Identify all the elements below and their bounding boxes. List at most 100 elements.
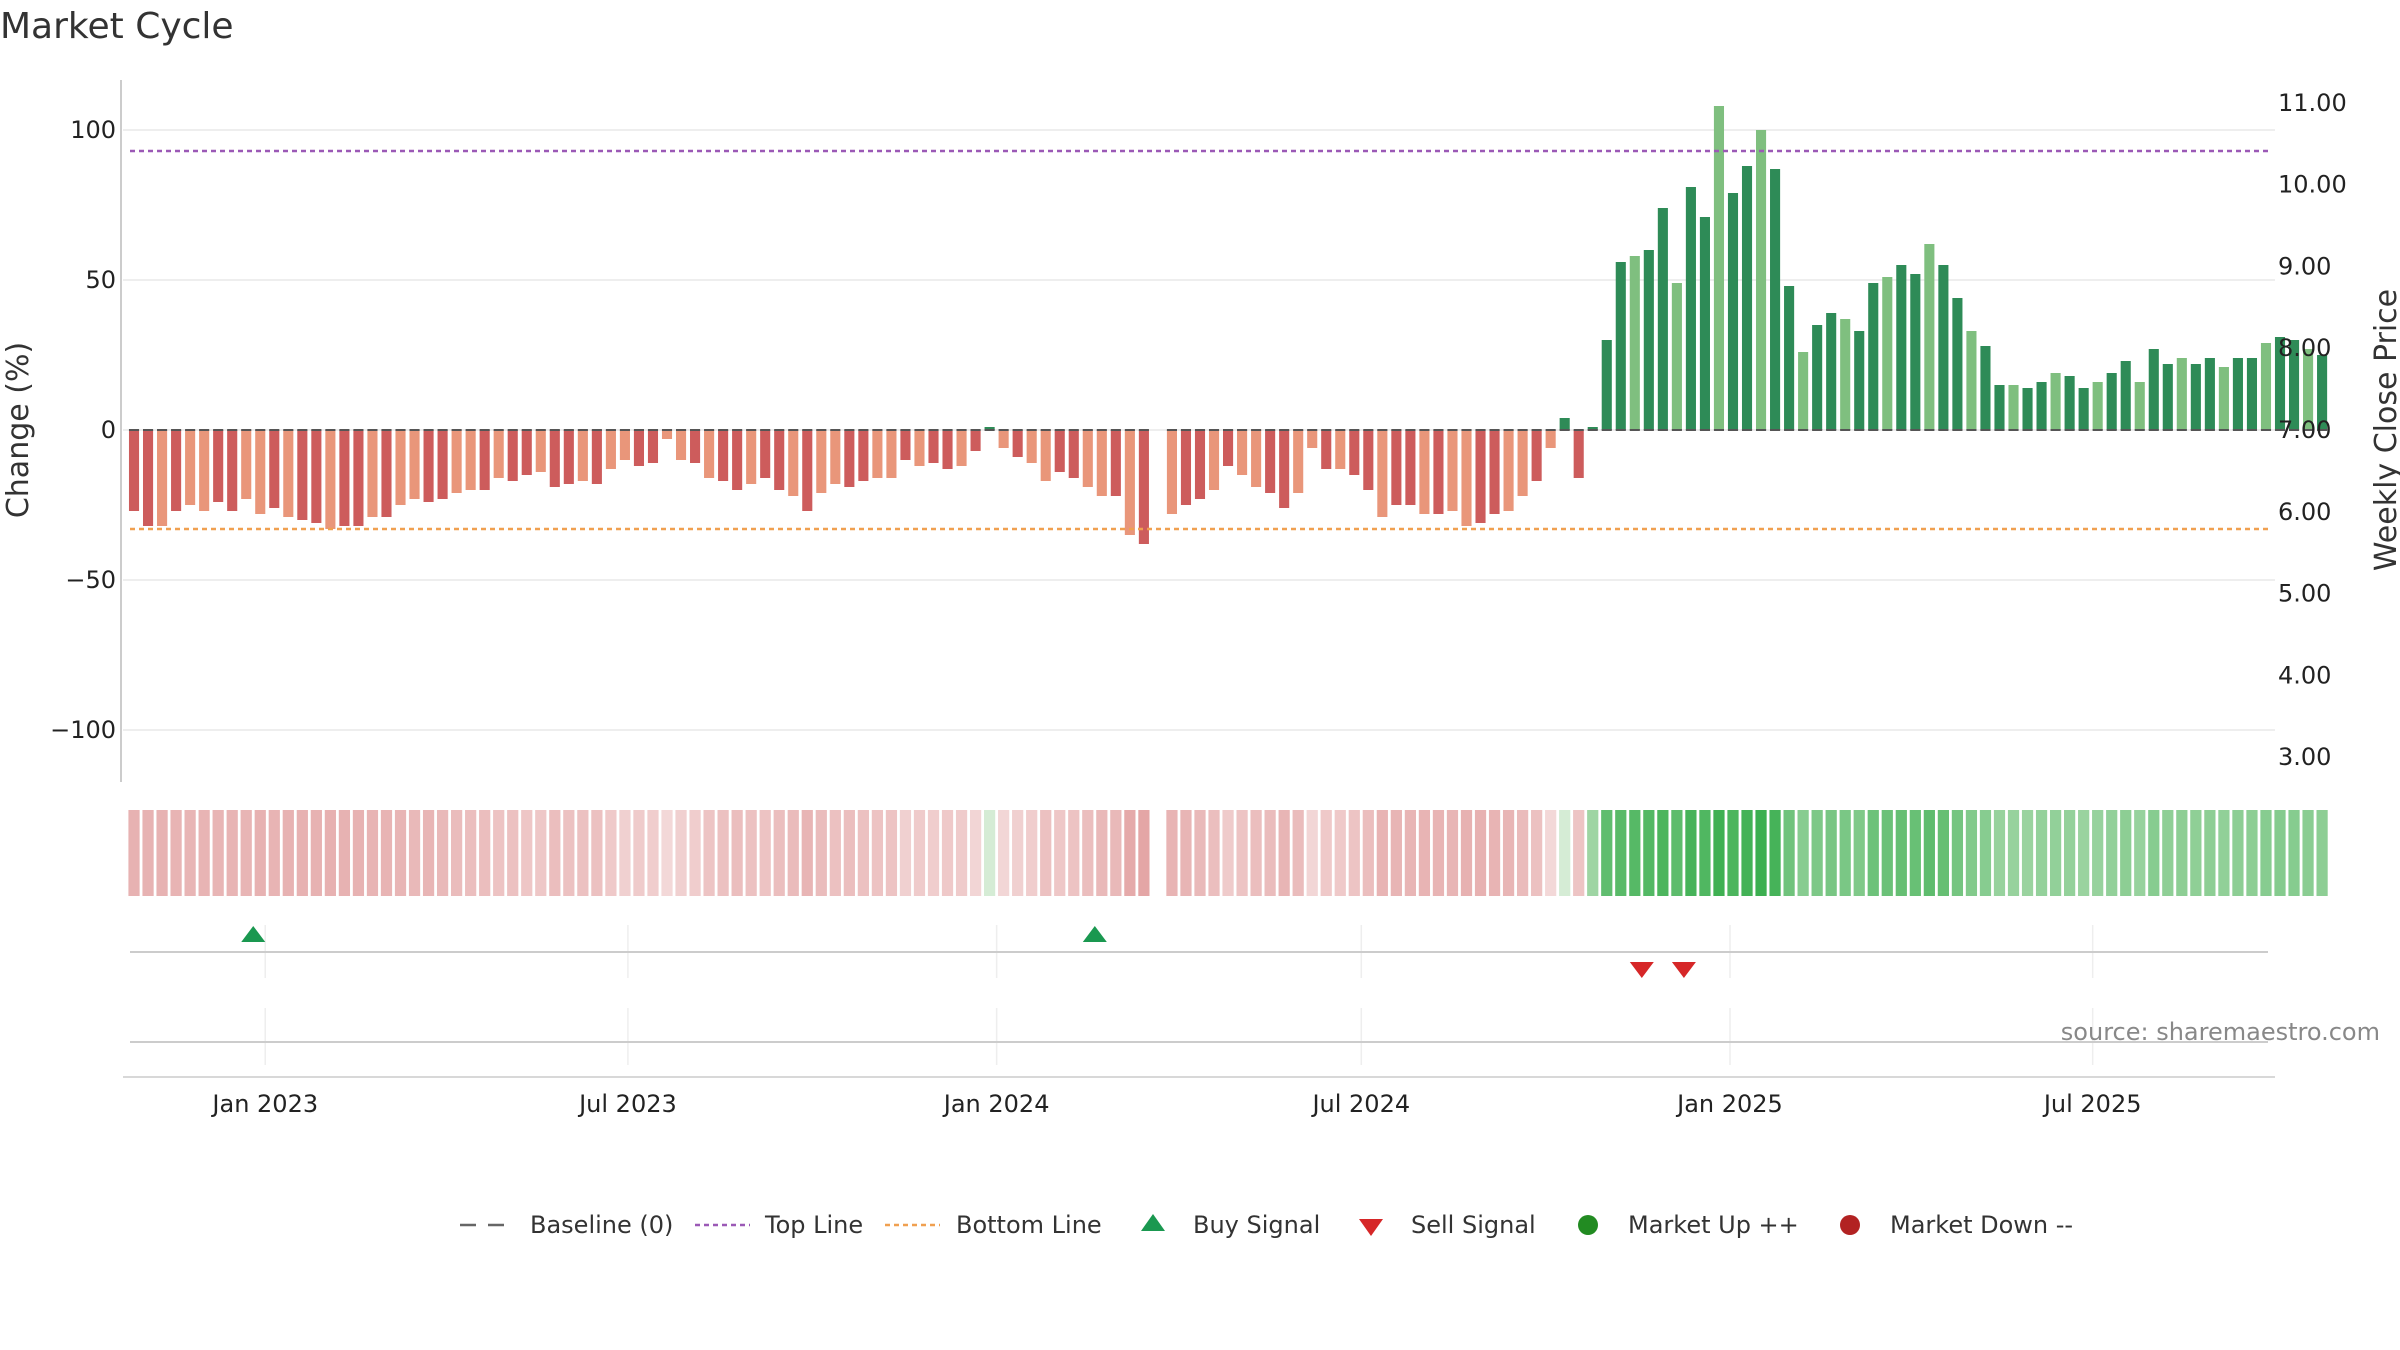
band-cell bbox=[521, 810, 533, 896]
bar bbox=[1335, 430, 1346, 469]
legend-market-down-label: Market Down -- bbox=[1890, 1211, 2073, 1239]
band-cell bbox=[2274, 810, 2286, 896]
band-cell bbox=[1965, 810, 1978, 896]
bar bbox=[970, 430, 981, 451]
bar bbox=[774, 430, 785, 490]
y2-tick-label: 11.00 bbox=[2278, 89, 2347, 117]
bar bbox=[1349, 430, 1360, 475]
legend-sell-signal-label: Sell Signal bbox=[1411, 1211, 1536, 1239]
band-cell bbox=[128, 810, 140, 896]
bar bbox=[1671, 283, 1682, 430]
signals bbox=[241, 926, 1696, 978]
band-cell bbox=[1390, 810, 1402, 896]
bar bbox=[1110, 430, 1121, 496]
bar bbox=[1377, 430, 1388, 517]
band-cell bbox=[1362, 810, 1374, 896]
band-cell bbox=[717, 810, 729, 896]
bar bbox=[1755, 130, 1767, 430]
band-cell bbox=[1306, 810, 1318, 896]
x-tick-label: Jul 2024 bbox=[1310, 1090, 1410, 1118]
band-cell bbox=[605, 810, 617, 896]
band-cell bbox=[296, 810, 308, 896]
y-tick-label: 0 bbox=[101, 416, 116, 444]
bar bbox=[367, 430, 378, 517]
band-cell bbox=[1643, 810, 1655, 896]
bar bbox=[283, 430, 294, 517]
band-cell bbox=[1685, 810, 1697, 896]
band-cell bbox=[2288, 810, 2300, 896]
band-cell bbox=[1418, 810, 1431, 896]
bar bbox=[1798, 352, 1809, 430]
bar bbox=[1685, 187, 1696, 430]
bar bbox=[1475, 430, 1486, 523]
y2-ticks: 11.00 10.00 9.00 8.00 7.00 6.00 5.00 4.00 3.00 bbox=[2278, 89, 2347, 771]
bar bbox=[1461, 430, 1472, 526]
bar bbox=[269, 430, 280, 508]
source-label: source: sharemaestro.com bbox=[2061, 1018, 2380, 1046]
band-cell bbox=[941, 810, 954, 896]
bar bbox=[605, 430, 616, 469]
y2-tick-label: 3.00 bbox=[2278, 743, 2331, 771]
legend-baseline-label: Baseline (0) bbox=[530, 1211, 673, 1239]
band-cell bbox=[1615, 810, 1627, 896]
bar bbox=[1854, 331, 1865, 430]
sell-signal-marker bbox=[1671, 962, 1696, 978]
bar bbox=[872, 430, 883, 478]
bar bbox=[227, 430, 238, 511]
bar bbox=[381, 430, 392, 517]
bar bbox=[339, 430, 350, 526]
bar bbox=[128, 430, 140, 511]
bar bbox=[928, 430, 939, 463]
bar bbox=[1012, 430, 1023, 457]
band-cell bbox=[927, 810, 940, 896]
band-cell bbox=[1376, 810, 1388, 896]
bar bbox=[675, 430, 687, 460]
bar bbox=[1307, 430, 1318, 448]
band-cell bbox=[394, 810, 407, 896]
band-cell bbox=[2007, 810, 2020, 896]
bar bbox=[1180, 430, 1192, 505]
bar bbox=[1643, 250, 1654, 430]
bar bbox=[2078, 388, 2089, 430]
bar bbox=[1531, 430, 1542, 481]
bar bbox=[2064, 376, 2075, 430]
bar bbox=[142, 430, 154, 526]
bar bbox=[1868, 283, 1879, 430]
bar bbox=[2204, 358, 2215, 430]
legend-top-line-label: Top Line bbox=[764, 1211, 863, 1239]
band-cell bbox=[745, 810, 757, 896]
bar bbox=[844, 430, 855, 487]
bar bbox=[1629, 256, 1640, 430]
bar bbox=[1208, 430, 1220, 490]
bar bbox=[1910, 274, 1921, 430]
band-cell bbox=[759, 810, 771, 896]
bar bbox=[1405, 430, 1416, 505]
band-cell bbox=[1264, 810, 1276, 896]
band-cell bbox=[1671, 810, 1683, 896]
y2-axis-title: Weekly Close Price bbox=[2369, 289, 2400, 571]
bar bbox=[535, 430, 546, 472]
bar bbox=[1952, 298, 1963, 430]
bar bbox=[1237, 430, 1248, 475]
x-ticks: Jan 2023 Jul 2023 Jan 2024 Jul 2024 Jan 2025… bbox=[210, 1090, 2141, 1118]
bar bbox=[900, 430, 911, 460]
band-cell bbox=[1334, 810, 1346, 896]
bar bbox=[1770, 169, 1781, 430]
band-cell bbox=[1180, 810, 1192, 896]
bar bbox=[1826, 313, 1837, 430]
y2-tick-label: 6.00 bbox=[2278, 498, 2331, 526]
bar bbox=[213, 430, 224, 502]
bar bbox=[1559, 418, 1570, 430]
bar bbox=[619, 430, 630, 460]
market-up-icon bbox=[1578, 1215, 1598, 1235]
band-cell bbox=[2260, 810, 2272, 896]
bar bbox=[451, 430, 462, 493]
bar bbox=[2148, 349, 2159, 430]
bar bbox=[2274, 337, 2286, 430]
band-cell bbox=[1769, 810, 1781, 896]
band-cell bbox=[577, 810, 589, 896]
bar bbox=[2232, 358, 2243, 430]
band-cell bbox=[1881, 810, 1893, 896]
legend-sell-signal: Sell Signal bbox=[1359, 1211, 1536, 1239]
band-cell bbox=[2232, 810, 2244, 896]
